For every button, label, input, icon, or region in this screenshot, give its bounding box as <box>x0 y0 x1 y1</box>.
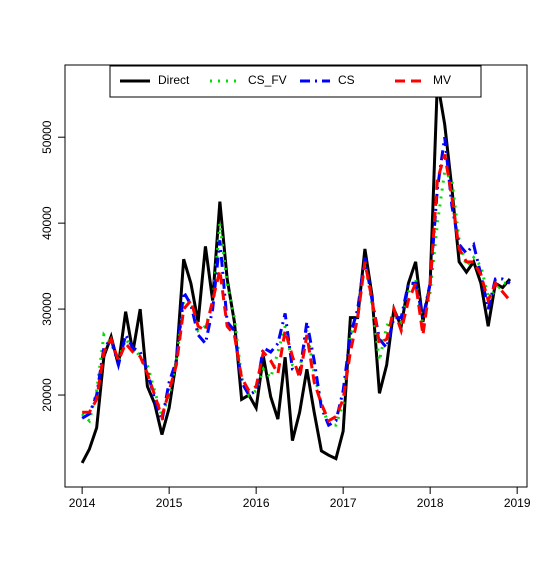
plot-frame <box>64 64 528 488</box>
x-tick-label: 2014 <box>69 496 96 510</box>
y-tick-label: 40000 <box>40 206 54 240</box>
y-tick-label: 50000 <box>40 120 54 154</box>
y-tick-label: 20000 <box>40 378 54 412</box>
x-tick-label: 2017 <box>330 496 357 510</box>
x-tick-label: 2019 <box>504 496 531 510</box>
x-tick-label: 2018 <box>417 496 444 510</box>
legend-label: CS_FV <box>248 73 287 87</box>
series-line <box>81 136 511 428</box>
x-tick-label: 2015 <box>156 496 183 510</box>
legend: Direct CS_FV CS MV <box>109 65 482 98</box>
series-line <box>82 153 512 423</box>
legend-label: CS <box>338 73 355 87</box>
x-tick-label: 2016 <box>243 496 270 510</box>
legend-label: MV <box>433 73 451 87</box>
y-tick-label: 30000 <box>40 292 54 326</box>
legend-label: Direct <box>158 73 190 87</box>
